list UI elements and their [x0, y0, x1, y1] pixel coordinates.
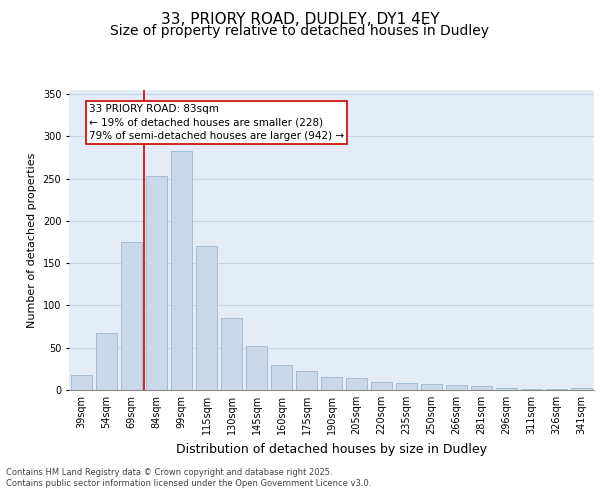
Bar	[221, 318, 242, 390]
Bar	[271, 364, 292, 390]
Bar	[396, 383, 417, 390]
Bar	[121, 242, 142, 390]
Bar	[471, 386, 492, 390]
Bar	[346, 378, 367, 390]
Bar	[246, 346, 267, 390]
Text: 33, PRIORY ROAD, DUDLEY, DY1 4EY: 33, PRIORY ROAD, DUDLEY, DY1 4EY	[161, 12, 439, 28]
Bar	[171, 151, 192, 390]
Bar	[496, 388, 517, 390]
Text: Contains HM Land Registry data © Crown copyright and database right 2025.
Contai: Contains HM Land Registry data © Crown c…	[6, 468, 371, 487]
Bar	[321, 378, 342, 390]
X-axis label: Distribution of detached houses by size in Dudley: Distribution of detached houses by size …	[176, 442, 487, 456]
Bar	[296, 372, 317, 390]
Text: Size of property relative to detached houses in Dudley: Size of property relative to detached ho…	[110, 24, 490, 38]
Bar	[96, 332, 117, 390]
Bar	[71, 375, 92, 390]
Bar	[371, 382, 392, 390]
Text: 33 PRIORY ROAD: 83sqm
← 19% of detached houses are smaller (228)
79% of semi-det: 33 PRIORY ROAD: 83sqm ← 19% of detached …	[89, 104, 344, 141]
Bar	[146, 176, 167, 390]
Bar	[196, 246, 217, 390]
Bar	[546, 389, 567, 390]
Bar	[521, 389, 542, 390]
Y-axis label: Number of detached properties: Number of detached properties	[27, 152, 37, 328]
Bar	[421, 384, 442, 390]
Bar	[571, 388, 592, 390]
Bar	[446, 385, 467, 390]
